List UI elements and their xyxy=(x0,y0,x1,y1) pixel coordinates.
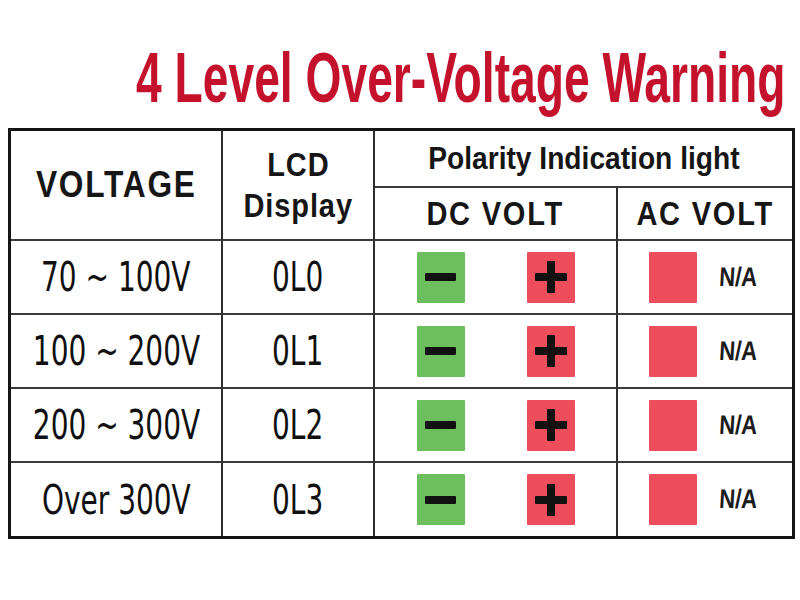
table-row-3-dc-volt xyxy=(375,389,618,463)
lcd-display-value: 0L1 xyxy=(272,328,323,374)
plus-icon xyxy=(535,409,567,441)
table-row-4-lcd: 0L3 xyxy=(223,463,375,536)
minus-icon xyxy=(425,273,456,281)
over-voltage-table: VOLTAGE LCD Display Polarity Indication … xyxy=(8,128,795,539)
dc-negative-light xyxy=(417,326,465,377)
table-row-2-dc-volt xyxy=(375,315,618,389)
lcd-display-value: 0L3 xyxy=(272,477,323,523)
ac-na-label: N/A xyxy=(718,484,758,515)
table-row-1-voltage: 70 ~ 100V xyxy=(11,241,223,315)
red-square-icon xyxy=(649,252,697,303)
table-row-3-voltage: 200 ~ 300V xyxy=(11,389,223,463)
header-dc-volt: DC VOLT xyxy=(375,188,618,241)
voltage-range-value: Over 300V xyxy=(42,477,191,523)
header-polarity-indication-light: Polarity Indication light xyxy=(375,131,792,188)
table-row-4-dc-volt xyxy=(375,463,618,536)
minus-icon xyxy=(425,421,456,429)
header-lcd-display: LCD Display xyxy=(223,131,375,241)
voltage-range-value: 70 ~ 100V xyxy=(41,254,190,300)
dc-positive-light xyxy=(527,326,575,377)
plus-icon xyxy=(535,261,567,293)
ac-na-label: N/A xyxy=(718,410,758,441)
table-row-4-voltage: Over 300V xyxy=(11,463,223,536)
table-row-1-ac-volt: N/A xyxy=(618,241,792,315)
table-row-3-ac-volt: N/A xyxy=(618,389,792,463)
header-voltage-label: VOLTAGE xyxy=(36,164,197,206)
voltage-range-value: 100 ~ 200V xyxy=(32,328,199,374)
header-ac-volt: AC VOLT xyxy=(618,188,792,241)
minus-icon xyxy=(425,496,456,504)
table-row-2-lcd: 0L1 xyxy=(223,315,375,389)
dc-negative-light xyxy=(417,474,465,525)
dc-positive-light xyxy=(527,400,575,451)
table-row-1-lcd: 0L0 xyxy=(223,241,375,315)
ac-na-label: N/A xyxy=(718,336,758,367)
dc-positive-light xyxy=(527,474,575,525)
red-square-icon xyxy=(649,326,697,377)
plus-icon xyxy=(535,484,567,516)
table-row-3-lcd: 0L2 xyxy=(223,389,375,463)
header-polarity-label: Polarity Indication light xyxy=(428,140,739,177)
ac-na-label: N/A xyxy=(718,262,758,293)
plus-icon xyxy=(535,335,567,367)
lcd-display-value: 0L2 xyxy=(272,402,323,448)
header-voltage: VOLTAGE xyxy=(11,131,223,241)
voltage-range-value: 200 ~ 300V xyxy=(32,402,199,448)
page-title: 4 Level Over-Voltage Warning xyxy=(136,38,664,118)
header-lcd-line1: LCD xyxy=(267,144,329,185)
dc-negative-light xyxy=(417,252,465,303)
dc-negative-light xyxy=(417,400,465,451)
red-square-icon xyxy=(649,474,697,525)
table-row-1-dc-volt xyxy=(375,241,618,315)
minus-icon xyxy=(425,347,456,355)
table-row-2-ac-volt: N/A xyxy=(618,315,792,389)
dc-positive-light xyxy=(527,252,575,303)
header-dc-volt-label: DC VOLT xyxy=(427,195,565,233)
header-ac-volt-label: AC VOLT xyxy=(636,195,774,233)
lcd-display-value: 0L0 xyxy=(272,254,323,300)
over-voltage-warning-figure: 4 Level Over-Voltage Warning VOLTAGE LCD… xyxy=(0,0,800,600)
red-square-icon xyxy=(649,400,697,451)
table-row-2-voltage: 100 ~ 200V xyxy=(11,315,223,389)
header-lcd-line2: Display xyxy=(243,185,352,226)
table-row-4-ac-volt: N/A xyxy=(618,463,792,536)
